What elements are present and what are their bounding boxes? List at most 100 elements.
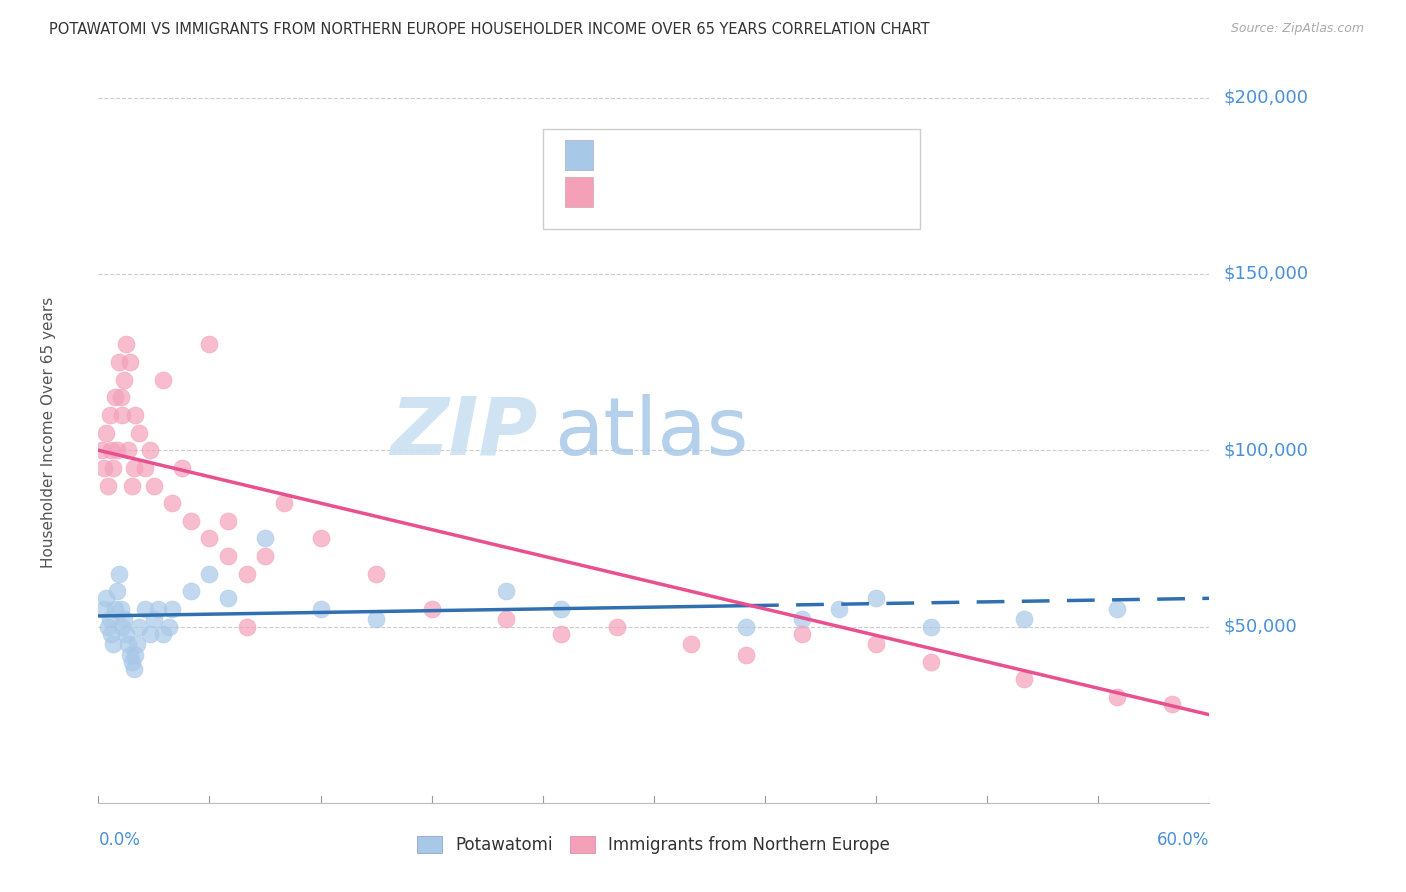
Point [104,390,127,404]
Point [121,478,143,492]
Point [139,443,162,458]
Point [107,355,129,369]
Bar [565,140,593,169]
Point [103,637,125,651]
Point [679,637,702,651]
Point [157,619,180,633]
Point [420,602,443,616]
Point [112,373,135,387]
Text: atlas: atlas [554,393,748,472]
Point [122,662,145,676]
Point [128,425,150,440]
Point [93,602,115,616]
Point [217,549,239,563]
Point [121,655,143,669]
Point [235,566,257,581]
Point [550,626,572,640]
Point [118,648,141,662]
Point [198,337,221,351]
Point [865,591,887,606]
Point [97,619,120,633]
Text: $50,000: $50,000 [1225,617,1298,635]
Point [139,626,162,640]
Point [127,637,149,651]
Point [97,478,120,492]
Point [105,443,128,458]
Point [117,443,139,458]
Text: POTAWATOMI VS IMMIGRANTS FROM NORTHERN EUROPE HOUSEHOLDER INCOME OVER 65 YEARS C: POTAWATOMI VS IMMIGRANTS FROM NORTHERN E… [49,22,929,37]
FancyBboxPatch shape [543,129,921,229]
Point [162,602,184,616]
Point [105,584,128,599]
Point [1105,690,1128,704]
Point [124,408,146,422]
Text: $100,000: $100,000 [1225,442,1309,459]
Point [790,612,813,626]
Point [93,461,115,475]
Point [309,532,332,546]
Point [107,566,129,581]
Point [143,478,166,492]
Point [122,461,145,475]
Point [273,496,295,510]
Point [217,514,239,528]
Point [366,612,388,626]
Point [152,626,174,640]
Point [253,532,276,546]
Point [103,461,125,475]
Point [128,619,150,633]
Point [100,626,122,640]
Text: 0.0%: 0.0% [98,831,141,849]
Point [110,390,132,404]
Point [921,655,943,669]
Point [180,514,202,528]
Point [124,648,146,662]
Point [217,591,239,606]
Point [111,408,134,422]
Text: R =  0.053   N = 42: R = 0.053 N = 42 [603,146,766,164]
Point [91,443,114,458]
Text: 60.0%: 60.0% [1157,831,1209,849]
Point [366,566,388,581]
Point [98,612,121,626]
Point [828,602,851,616]
Point [143,612,166,626]
Point [146,602,169,616]
Point [112,612,135,626]
Bar [565,178,593,207]
Point [180,584,202,599]
Point [735,619,758,633]
Legend: Potawatomi, Immigrants from Northern Europe: Potawatomi, Immigrants from Northern Eur… [411,830,897,861]
Point [309,602,332,616]
Point [110,602,132,616]
Point [921,619,943,633]
Point [1161,697,1184,711]
Point [1012,612,1035,626]
Point [865,637,887,651]
Point [94,425,117,440]
Text: R = -0.428   N = 49: R = -0.428 N = 49 [603,183,766,201]
Point [495,612,517,626]
Point [134,602,156,616]
Point [104,602,127,616]
Point [117,637,139,651]
Text: Source: ZipAtlas.com: Source: ZipAtlas.com [1230,22,1364,36]
Point [1105,602,1128,616]
Text: $150,000: $150,000 [1225,265,1309,283]
Point [94,591,117,606]
Text: Householder Income Over 65 years: Householder Income Over 65 years [41,297,56,568]
Point [550,602,572,616]
Point [198,566,221,581]
Point [235,619,257,633]
Point [170,461,193,475]
Point [162,496,184,510]
Text: $200,000: $200,000 [1225,88,1309,107]
Point [134,461,156,475]
Point [115,626,138,640]
Point [115,337,138,351]
Point [495,584,517,599]
Point [198,532,221,546]
Point [100,443,122,458]
Point [111,619,134,633]
Point [98,408,121,422]
